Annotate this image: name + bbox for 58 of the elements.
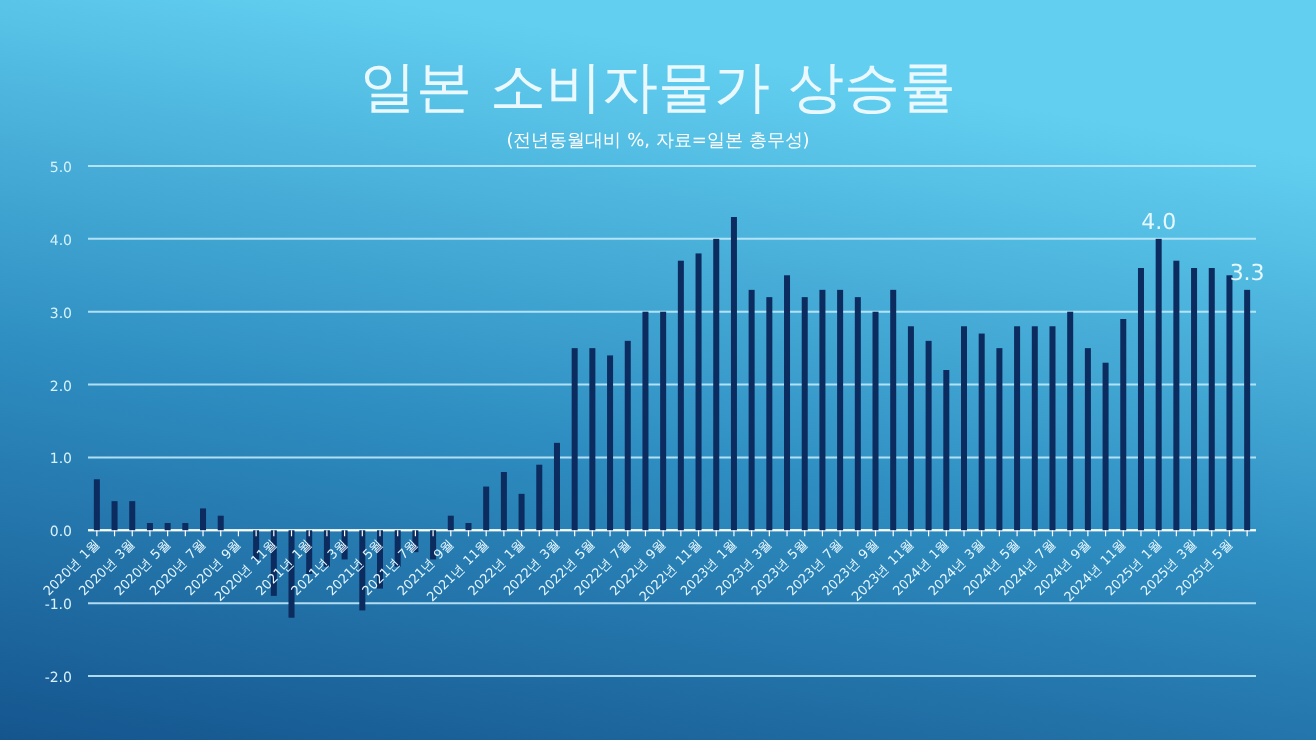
bar (695, 253, 702, 531)
bar (1137, 268, 1144, 531)
bar (1102, 362, 1109, 531)
bar (819, 289, 826, 531)
bar (500, 472, 507, 531)
bar (784, 275, 791, 531)
bar (553, 442, 560, 531)
bar (146, 523, 153, 531)
bar (447, 515, 454, 531)
bar (217, 515, 224, 531)
bar (1226, 275, 1233, 531)
data-label: 3.3 (1229, 259, 1265, 286)
bar (978, 333, 985, 531)
bar (1049, 326, 1056, 531)
bar (1031, 326, 1038, 531)
bar (677, 260, 684, 531)
bar (1173, 260, 1180, 531)
chart-subtitle: (전년동월대비 %, 자료=일본 총무성) (506, 132, 810, 152)
bar (907, 326, 914, 531)
bar (1067, 311, 1074, 531)
bar (961, 326, 967, 531)
bar (713, 238, 720, 531)
bar (518, 493, 525, 531)
bar (200, 508, 207, 531)
bar (536, 464, 543, 531)
bar (1191, 268, 1198, 531)
bar (483, 486, 490, 531)
bar (854, 297, 861, 531)
bar (730, 217, 737, 531)
chart-title: 일본 소비자물가 상승률 (360, 54, 956, 120)
bar (129, 501, 136, 531)
bar (93, 479, 100, 531)
bar (766, 297, 773, 531)
bar (164, 523, 171, 531)
bar (890, 289, 897, 531)
bar (642, 311, 649, 531)
bar (624, 340, 631, 531)
bar (182, 523, 189, 531)
bar (925, 340, 932, 531)
data-label: 4.0 (1141, 208, 1177, 235)
bar (748, 289, 755, 531)
bar (1244, 289, 1251, 531)
bar (465, 523, 472, 531)
bar (1120, 319, 1127, 531)
bar (943, 370, 950, 531)
bar (571, 348, 578, 531)
bar (660, 311, 667, 531)
bar (872, 311, 879, 531)
bar (589, 348, 596, 531)
bar (996, 348, 1003, 531)
bar (837, 289, 844, 531)
bar (111, 501, 118, 531)
bar (1208, 268, 1215, 531)
bar (801, 297, 808, 531)
bar (1084, 348, 1091, 531)
bar (1014, 326, 1021, 531)
bar (607, 355, 614, 531)
bar (1155, 238, 1162, 531)
